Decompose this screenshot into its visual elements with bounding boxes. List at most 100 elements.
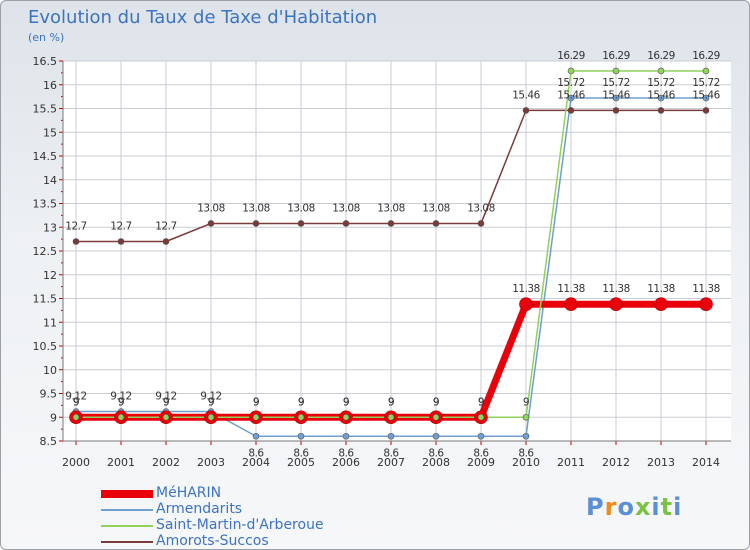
data-point-saint-martin xyxy=(612,67,620,75)
data-label-amorots: 13.08 xyxy=(197,202,225,214)
data-label-armendarits: 15.72 xyxy=(602,77,630,89)
x-tick-label: 2006 xyxy=(332,456,360,469)
data-label-meharin: 9 xyxy=(388,396,394,408)
x-tick-label: 2009 xyxy=(467,456,495,469)
data-label-amorots: 13.08 xyxy=(287,202,315,214)
y-tick-label: 12 xyxy=(43,269,57,282)
data-point-armendarits xyxy=(297,432,305,440)
data-point-armendarits xyxy=(342,432,350,440)
data-label-saint-martin: 9 xyxy=(253,396,259,408)
data-label-saint-martin: 16.29 xyxy=(647,50,675,62)
data-label-meharin: 11.38 xyxy=(692,283,720,295)
data-point-meharin xyxy=(609,297,623,312)
data-point-amorots xyxy=(162,238,170,245)
x-tick-label: 2012 xyxy=(602,456,630,469)
data-label-saint-martin: 9 xyxy=(73,396,79,408)
data-point-armendarits xyxy=(702,94,710,102)
y-tick-label: 16 xyxy=(43,79,57,92)
data-label-amorots: 13.08 xyxy=(242,202,270,214)
data-point-meharin xyxy=(654,297,668,312)
x-tick-label: 2011 xyxy=(557,456,585,469)
y-tick-label: 10.5 xyxy=(33,340,58,353)
data-label-meharin: 9 xyxy=(478,396,484,408)
data-label-meharin: 9 xyxy=(73,396,79,408)
data-label-armendarits: 9.12 xyxy=(110,391,131,403)
data-label-meharin: 9 xyxy=(298,396,304,408)
data-label-armendarits: 9.12 xyxy=(200,391,221,403)
x-tick-label: 2008 xyxy=(422,456,450,469)
legend-swatch-saint-martin xyxy=(101,525,153,527)
data-label-saint-martin: 9 xyxy=(343,396,349,408)
y-tick-label: 11 xyxy=(43,316,57,329)
proxiti-logo[interactable]: Proxiti xyxy=(586,493,682,521)
data-point-saint-martin xyxy=(162,413,170,421)
data-point-saint-martin xyxy=(342,413,350,421)
data-point-armendarits xyxy=(567,94,575,102)
data-point-saint-martin xyxy=(432,413,440,421)
x-tick-label: 2001 xyxy=(107,456,135,469)
data-point-amorots xyxy=(522,107,530,114)
data-point-armendarits xyxy=(477,432,485,440)
y-tick-label: 8.5 xyxy=(40,435,58,448)
data-point-meharin xyxy=(564,297,578,312)
data-label-saint-martin: 9 xyxy=(523,396,529,408)
unit-label: (en %) xyxy=(28,31,65,44)
data-label-saint-martin: 9 xyxy=(208,396,214,408)
data-label-armendarits: 9.12 xyxy=(65,391,86,403)
data-point-amorots xyxy=(252,220,260,227)
data-point-amorots xyxy=(207,220,215,227)
data-label-amorots: 15.46 xyxy=(647,89,675,101)
data-label-armendarits: 15.72 xyxy=(647,77,675,89)
data-label-amorots: 15.46 xyxy=(602,89,630,101)
data-point-saint-martin xyxy=(207,413,215,421)
legend-swatch-amorots xyxy=(101,541,153,543)
legend-label-meharin: MéHARIN xyxy=(156,485,222,501)
y-tick-label: 16.5 xyxy=(33,55,58,68)
data-point-meharin xyxy=(519,297,533,312)
y-tick-label: 15.5 xyxy=(33,103,58,116)
y-tick-label: 14.5 xyxy=(33,150,58,163)
x-tick-label: 2010 xyxy=(512,456,540,469)
data-label-meharin: 11.38 xyxy=(602,283,630,295)
y-tick-label: 9 xyxy=(50,411,57,424)
data-label-meharin: 11.38 xyxy=(647,283,675,295)
data-label-armendarits: 15.72 xyxy=(692,77,720,89)
x-tick-label: 2013 xyxy=(647,456,675,469)
data-point-saint-martin xyxy=(387,413,395,421)
y-tick-label: 15 xyxy=(43,126,57,139)
data-point-saint-martin xyxy=(252,413,260,421)
data-label-armendarits: 15.72 xyxy=(557,77,585,89)
legend-swatch-armendarits xyxy=(101,509,153,511)
data-label-meharin: 9 xyxy=(208,396,214,408)
x-tick-label: 2014 xyxy=(692,456,720,469)
x-tick-label: 2003 xyxy=(197,456,225,469)
data-label-meharin: 11.38 xyxy=(512,283,540,295)
data-point-amorots xyxy=(342,220,350,227)
data-point-armendarits xyxy=(387,432,395,440)
data-label-saint-martin: 9 xyxy=(433,396,439,408)
legend-label-saint-martin: Saint-Martin-d'Arberoue xyxy=(156,517,324,533)
data-label-armendarits: 8.6 xyxy=(248,447,264,459)
x-tick-label: 2005 xyxy=(287,456,315,469)
data-label-armendarits: 9.12 xyxy=(155,391,176,403)
data-label-armendarits: 8.6 xyxy=(518,447,534,459)
data-label-saint-martin: 16.29 xyxy=(557,50,585,62)
data-point-saint-martin xyxy=(72,413,80,421)
data-label-amorots: 13.08 xyxy=(332,202,360,214)
data-point-amorots xyxy=(612,107,620,114)
data-label-amorots: 15.46 xyxy=(512,89,540,101)
data-point-saint-martin xyxy=(477,413,485,421)
data-label-amorots: 13.08 xyxy=(377,202,405,214)
data-label-saint-martin: 9 xyxy=(118,396,124,408)
y-tick-label: 14 xyxy=(43,174,57,187)
data-label-amorots: 13.08 xyxy=(422,202,450,214)
data-label-saint-martin: 9 xyxy=(388,396,394,408)
data-point-saint-martin xyxy=(522,413,530,421)
data-label-saint-martin: 9 xyxy=(163,396,169,408)
data-label-amorots: 12.7 xyxy=(110,221,131,233)
data-label-amorots: 12.7 xyxy=(155,221,176,233)
data-point-saint-martin xyxy=(702,67,710,75)
x-tick-label: 2004 xyxy=(242,456,270,469)
data-point-amorots xyxy=(387,220,395,227)
